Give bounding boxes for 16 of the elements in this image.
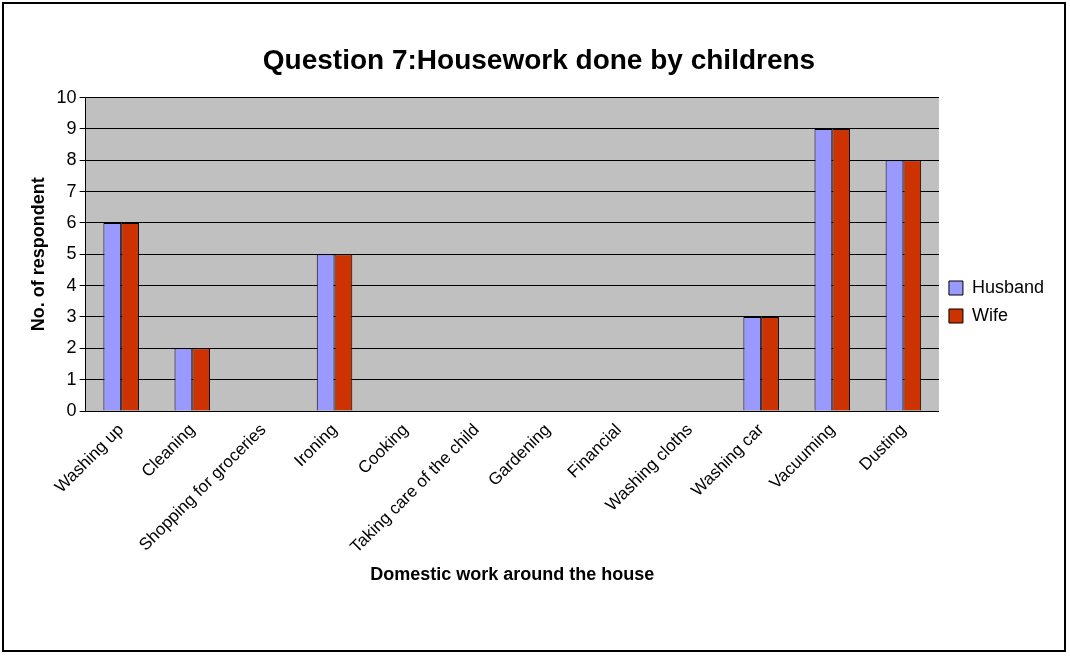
- y-tick-label: 0: [66, 399, 77, 420]
- y-tick-label: 8: [66, 149, 77, 170]
- y-axis-title: No. of respondent: [27, 177, 48, 332]
- chart-title: Question 7:Housework done by childrens: [262, 43, 816, 75]
- y-tick-label: 1: [66, 368, 77, 389]
- y-tick-label: 3: [66, 305, 77, 326]
- legend-label: Husband: [971, 276, 1045, 297]
- y-tick-label: 10: [56, 86, 77, 107]
- y-tick-label: 4: [66, 274, 77, 295]
- y-tick-label: 6: [66, 211, 77, 232]
- legend-label: Wife: [971, 304, 1008, 325]
- y-tick-label: 7: [66, 180, 77, 201]
- y-tick-label: 2: [66, 337, 77, 358]
- x-axis-title: Domestic work around the house: [370, 564, 655, 585]
- y-tick-label: 5: [66, 243, 77, 264]
- y-tick-label: 9: [66, 117, 77, 138]
